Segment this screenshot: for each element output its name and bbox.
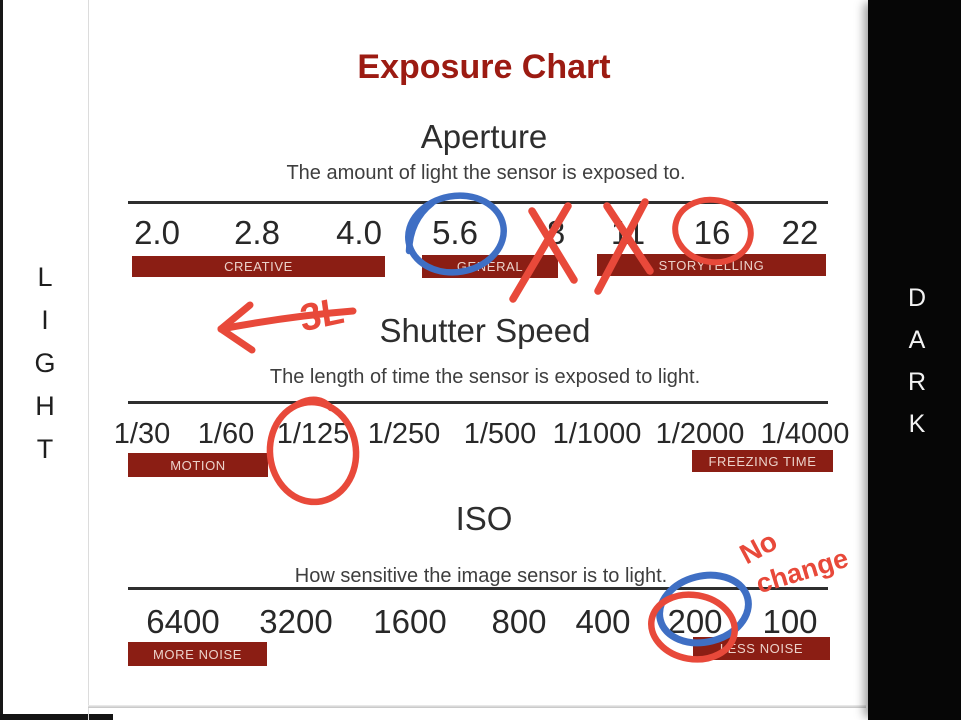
aperture-value: 11 xyxy=(610,214,646,251)
shutter-value: 1/2000 xyxy=(655,418,745,450)
aperture-value: 8 xyxy=(546,214,566,251)
shutter-subtitle: The length of time the sensor is exposed… xyxy=(269,366,701,388)
aperture-value: 16 xyxy=(693,214,731,251)
badge-motion: MOTION xyxy=(128,453,268,477)
dark-side-label: DARK xyxy=(903,284,931,452)
aperture-value: 4.0 xyxy=(336,214,382,251)
iso-value: 400 xyxy=(575,603,631,640)
iso-heading: ISO xyxy=(455,500,513,537)
iso-value: 200 xyxy=(667,603,723,640)
red-circle-shutter-1-125 xyxy=(266,396,360,506)
iso-scale-line xyxy=(128,587,828,590)
left-arrow xyxy=(217,301,357,354)
iso-value: 6400 xyxy=(146,603,220,640)
badge-general: GENERAL xyxy=(422,255,558,278)
aperture-value: 2.8 xyxy=(234,214,280,251)
iso-value: 3200 xyxy=(259,603,333,640)
page-title: Exposure Chart xyxy=(357,48,611,86)
shutter-value: 1/250 xyxy=(367,418,441,450)
aperture-scale-line xyxy=(128,201,828,204)
shutter-value: 1/4000 xyxy=(760,418,850,450)
slide-bottom-shadow xyxy=(88,705,866,708)
iso-value: 100 xyxy=(762,603,818,640)
aperture-value: 22 xyxy=(781,214,819,251)
slide-left-edge xyxy=(88,0,89,720)
shutter-heading: Shutter Speed xyxy=(379,312,591,349)
arrow-label-3l: 3L xyxy=(297,289,347,341)
aperture-subtitle: The amount of light the sensor is expose… xyxy=(286,162,686,184)
aperture-heading: Aperture xyxy=(420,118,548,155)
badge-more-noise: MORE NOISE xyxy=(128,642,267,666)
no-change-note-line1: No xyxy=(734,525,783,571)
aperture-value: 5.6 xyxy=(432,214,478,251)
iso-subtitle: How sensitive the image sensor is to lig… xyxy=(294,565,668,587)
shutter-scale-line xyxy=(128,401,828,404)
dark-side-panel xyxy=(868,0,961,720)
badge-storytelling: STORYTELLING xyxy=(597,254,826,276)
shutter-value: 1/1000 xyxy=(552,418,642,450)
badge-less-noise: LESS NOISE xyxy=(693,637,830,660)
badge-freezing-time: FREEZING TIME xyxy=(692,450,833,472)
iso-value: 1600 xyxy=(373,603,447,640)
shutter-value: 1/60 xyxy=(197,418,255,450)
badge-creative: CREATIVE xyxy=(132,256,385,277)
aperture-value: 2.0 xyxy=(134,214,180,251)
no-change-note-line2: change xyxy=(752,542,852,600)
left-edge-strip xyxy=(0,0,3,720)
shutter-value: 1/30 xyxy=(113,418,171,450)
shutter-value: 1/125 xyxy=(276,418,350,450)
shutter-value: 1/500 xyxy=(463,418,537,450)
bottom-edge-strip xyxy=(0,714,113,720)
iso-value: 800 xyxy=(491,603,547,640)
light-side-label: LIGHT xyxy=(30,262,60,477)
